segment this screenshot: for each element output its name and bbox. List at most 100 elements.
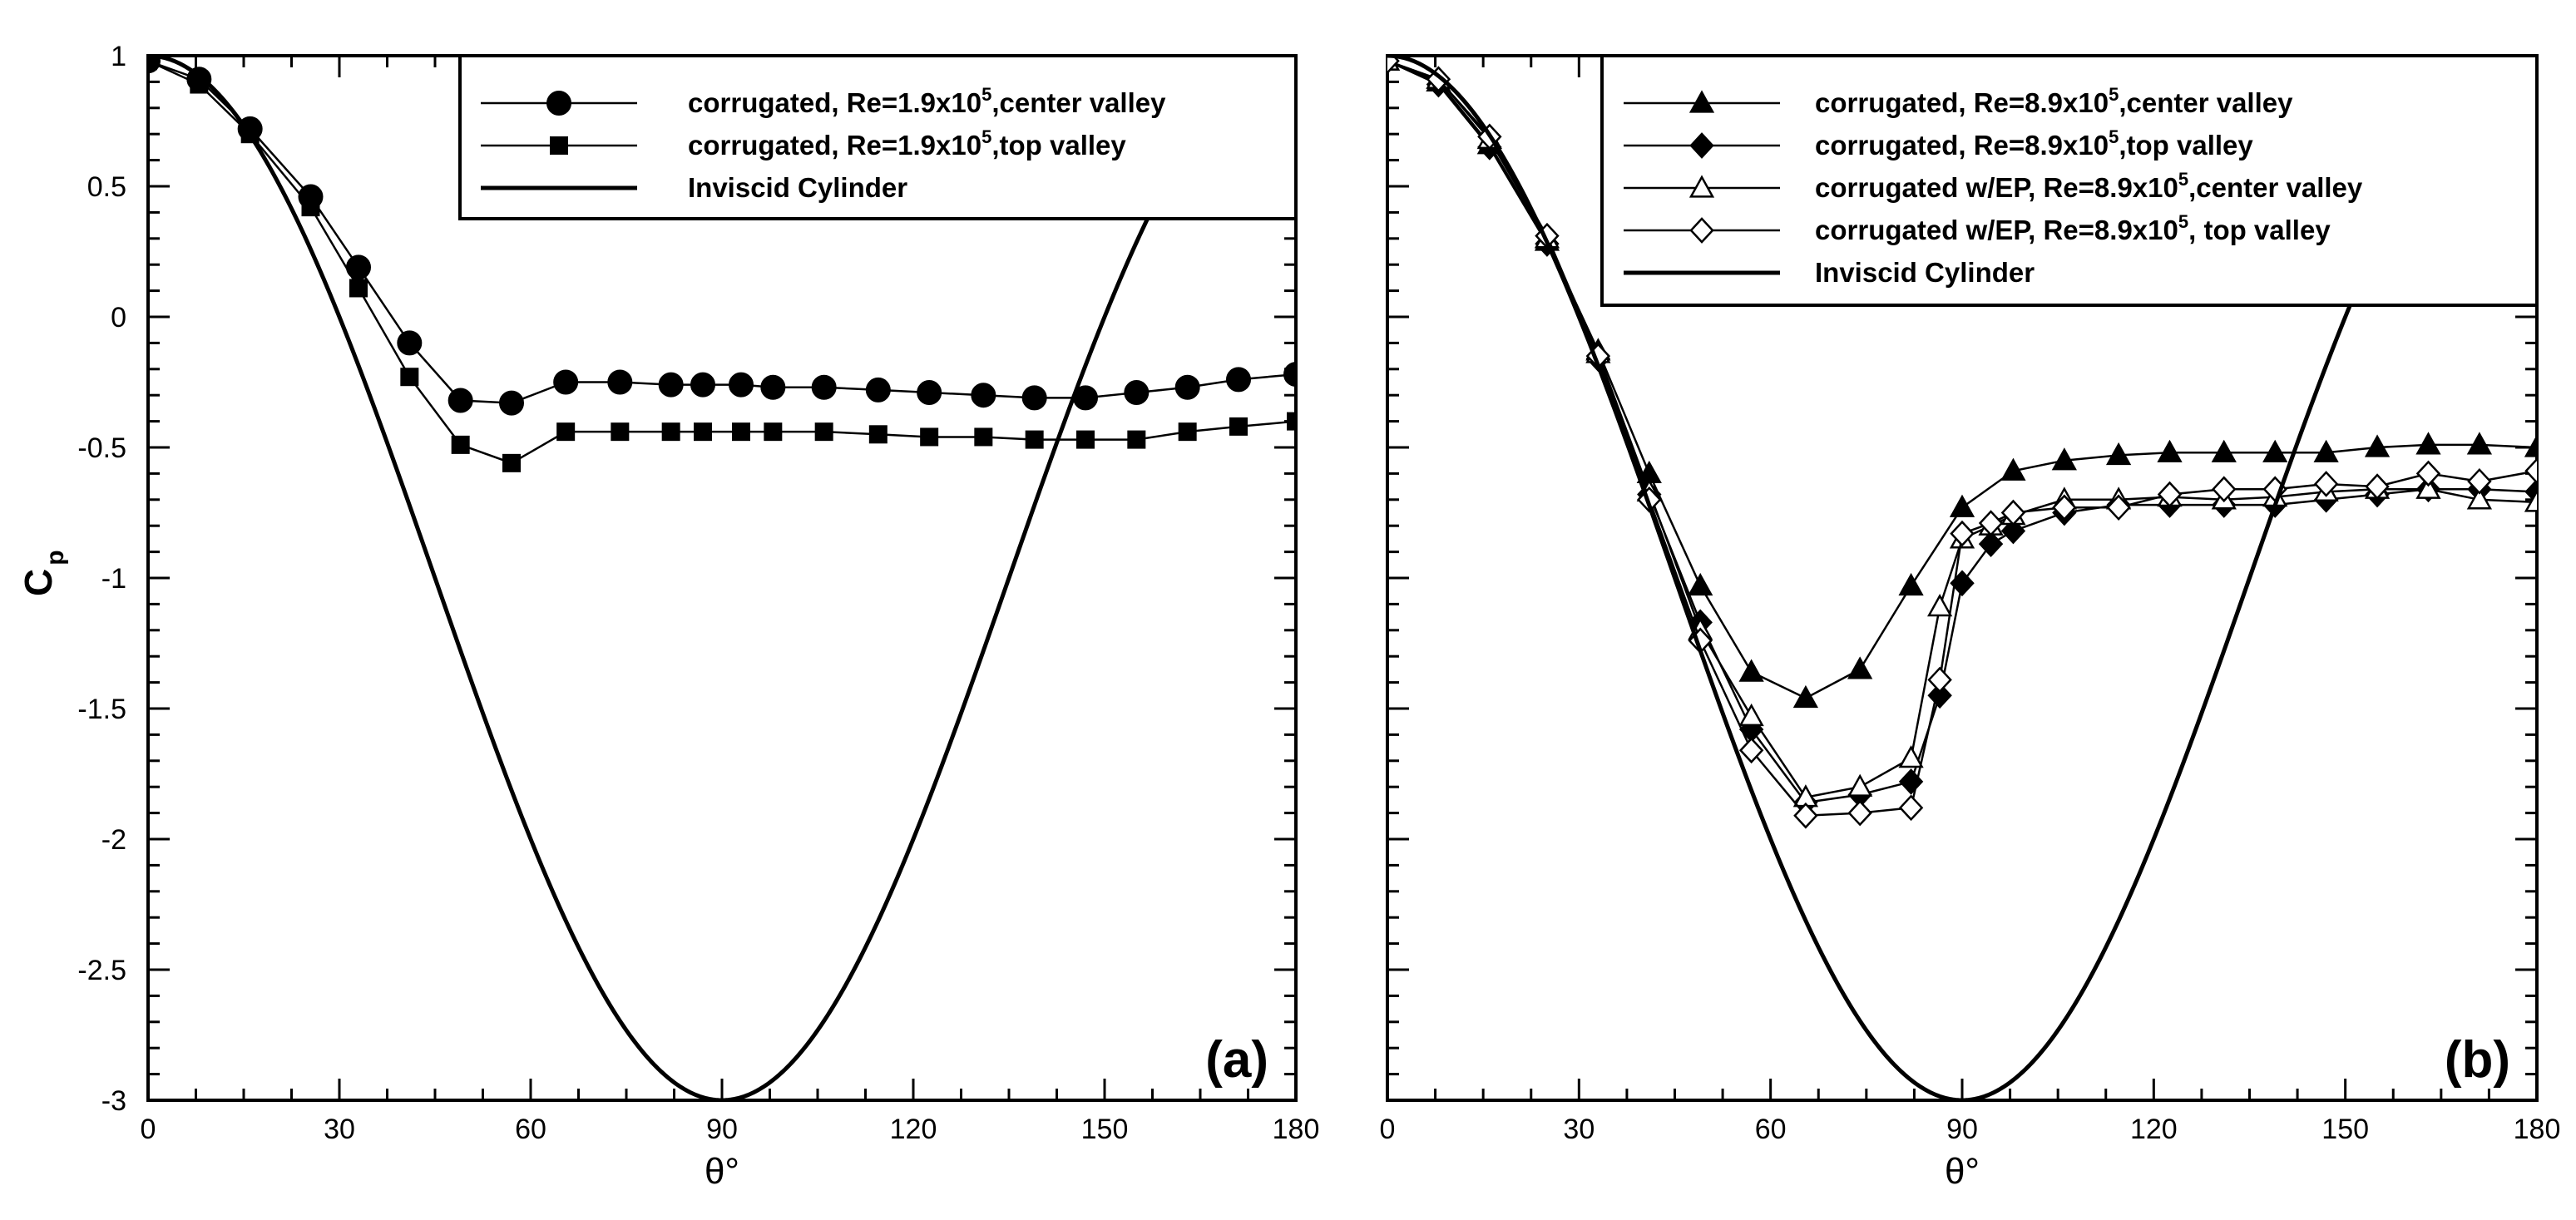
series-2-point: [556, 422, 576, 442]
series-1-point: [1949, 494, 1975, 517]
x-tick-label: 0: [141, 1114, 156, 1145]
x-tick-label: 60: [1755, 1114, 1787, 1145]
x-tick-label: 150: [2321, 1114, 2369, 1145]
series-4-point: [2365, 473, 2390, 500]
series-2-point: [974, 427, 993, 447]
legend-marker: [1689, 132, 1714, 159]
x-tick-label: 120: [2130, 1114, 2178, 1145]
y-tick-label: -3: [101, 1085, 126, 1117]
series-1-point: [865, 377, 891, 403]
legend-label: Inviscid Cylinder: [688, 172, 907, 203]
legend-label: corrugated, Re=1.9x105,top valley: [688, 126, 1126, 161]
series-1-point: [2105, 442, 2132, 466]
series-1-point: [729, 372, 754, 398]
legend-box: [458, 54, 1298, 220]
x-axis-title: θ°: [705, 1151, 739, 1192]
series-3-point: [2466, 487, 2493, 510]
panel-b-chart: 0 30 60 90 120 150 180 θ° corrugated, Re=8.9x105…: [1380, 54, 2561, 1192]
series-2-point: [814, 422, 833, 442]
series-1-point: [2211, 439, 2237, 462]
legend-marker: [546, 91, 571, 116]
series-2-point: [451, 435, 470, 454]
series-1-point: [2157, 439, 2183, 462]
series-2-point: [868, 425, 888, 444]
series-4-point: [2157, 481, 2183, 508]
series-4-point: [1738, 737, 1764, 764]
legend-label: corrugated, Re=8.9x105,top valley: [1815, 126, 2253, 161]
series-1-point: [1174, 374, 1200, 400]
series-2-point: [920, 427, 939, 447]
series-1-point: [658, 372, 684, 398]
series-4-point: [1927, 666, 1952, 694]
y-tick-label: -1: [101, 563, 126, 595]
y-tick-label: -2: [101, 824, 126, 856]
legend: corrugated, Re=8.9x105,center valley corr…: [1600, 54, 2539, 307]
y-tick-label: 0.5: [87, 171, 126, 203]
series-1-point: [447, 388, 473, 413]
series-1-point: [1898, 572, 1924, 596]
series-2-point: [1287, 412, 1296, 431]
series-1-point: [1021, 385, 1047, 411]
legend-marker: [1688, 175, 1715, 198]
legend-box: [1600, 54, 2539, 307]
x-tick-label: 180: [1273, 1114, 1320, 1145]
series-2-point: [764, 422, 783, 442]
y-tick-label: -1.5: [77, 694, 126, 725]
series-1-point: [2262, 439, 2288, 462]
legend-label: corrugated, Re=8.9x105,center valley: [1815, 84, 2293, 118]
series-1-point: [1847, 656, 1873, 679]
series-4-point: [1950, 520, 1975, 547]
x-axis-title: θ°: [1945, 1151, 1980, 1192]
x-tick-label: 90: [1946, 1114, 1978, 1145]
panel-a-chart: 0 30 60 90 120 150 180 1 0.5 0 -0.5 -1 -1.5 -2 -2.5 -3 θ…: [17, 41, 1319, 1192]
series-2-point: [301, 198, 320, 217]
series-4-point: [2415, 460, 2441, 487]
x-tick-label: 90: [706, 1114, 738, 1145]
series-2-point: [611, 422, 630, 442]
series-1-point: [1283, 362, 1296, 388]
series-2-point: [1076, 430, 1095, 449]
legend-marker: [1688, 90, 1715, 113]
series-1-point: [690, 372, 715, 398]
series-2-point: [400, 368, 419, 387]
series-2-point: [661, 422, 680, 442]
series-1-point: [499, 390, 524, 416]
series-3-point: [1847, 773, 1873, 797]
series-4-point: [1793, 802, 1818, 829]
x-tick-label: 180: [2514, 1114, 2561, 1145]
series-2-point: [148, 56, 157, 71]
series-4-point: [1898, 794, 1924, 822]
x-tick-label: 30: [1563, 1114, 1595, 1145]
series-4-point: [2313, 471, 2339, 497]
series-1-point: [2051, 447, 2077, 471]
series-2-point: [1229, 417, 1248, 436]
legend-label: corrugated w/EP, Re=8.9x105, top valley: [1815, 211, 2331, 245]
x-tick-label: 0: [1380, 1114, 1396, 1145]
panel-label: (a): [1205, 1031, 1268, 1089]
series-3-point: [2415, 476, 2441, 499]
series-2-point: [349, 279, 368, 298]
plot-area: [1387, 56, 2537, 1100]
y-axis-title: Cp: [17, 550, 69, 596]
series-1-point: [553, 369, 579, 395]
series-4-point: [2467, 467, 2492, 495]
series-1-point: [1688, 572, 1713, 596]
series-1-point: [1124, 380, 1150, 406]
series-3-point: [1738, 703, 1764, 727]
legend-label: corrugated w/EP, Re=8.9x105,center valle…: [1815, 169, 2363, 203]
series-1-point: [397, 330, 423, 356]
series-2-point: [1178, 422, 1197, 442]
series-4-point: [2524, 457, 2537, 485]
series-1-point: [2466, 432, 2493, 455]
series-4-point: [2000, 499, 2026, 526]
series-1-point: [760, 374, 786, 400]
series-2-point: [2000, 517, 2026, 545]
series-1-point: [2524, 434, 2537, 457]
y-tick-label: -2.5: [77, 955, 126, 986]
series-1-point: [971, 383, 996, 408]
series-4-point: [2052, 494, 2077, 521]
series-1-point: [1738, 659, 1764, 682]
legend-label: corrugated, Re=1.9x105,center valley: [688, 84, 1166, 118]
series-2-point: [694, 422, 712, 442]
